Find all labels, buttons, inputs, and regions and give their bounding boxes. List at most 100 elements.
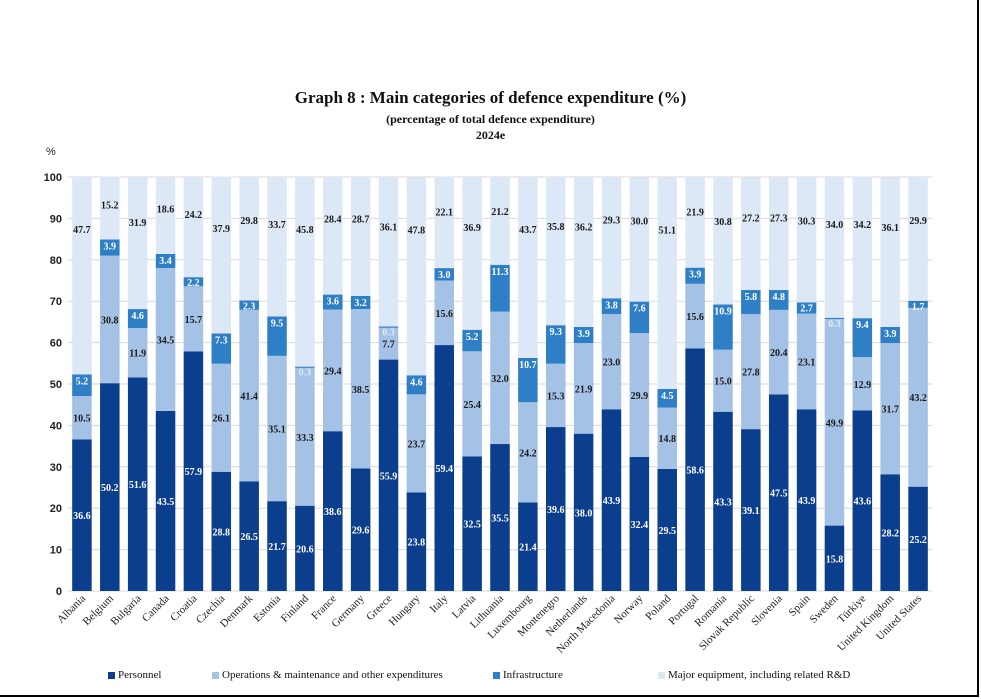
data-label: 27.2 bbox=[742, 214, 760, 225]
bar-segment-personnel bbox=[518, 502, 538, 591]
data-label: 23.7 bbox=[408, 439, 426, 450]
bar-segment-operations-maintenance-and-other-expenditures bbox=[295, 367, 315, 506]
data-label: 59.4 bbox=[436, 464, 454, 475]
bar-segment-personnel bbox=[852, 410, 873, 591]
data-label: 30.3 bbox=[798, 216, 816, 227]
data-label: 0.3 bbox=[382, 327, 395, 338]
x-tick-label: Sweden bbox=[807, 592, 840, 625]
data-label: 34.2 bbox=[854, 220, 872, 231]
bar-segment-major-equipment-including-related-r-d bbox=[350, 177, 371, 296]
data-label: 22.1 bbox=[436, 207, 454, 218]
data-label: 35.1 bbox=[268, 425, 286, 436]
bar-segment-infrastructure bbox=[406, 375, 427, 395]
data-label: 25.4 bbox=[463, 400, 481, 411]
data-label: 10.7 bbox=[519, 360, 537, 371]
bar-segment-operations-maintenance-and-other-expenditures bbox=[100, 255, 120, 384]
data-label: 12.9 bbox=[854, 380, 872, 391]
data-label: 7.7 bbox=[382, 340, 395, 351]
legend: Personnel Operations & maintenance and ot… bbox=[0, 669, 981, 685]
data-label: 36.1 bbox=[380, 222, 398, 233]
y-tick-label: 0 bbox=[56, 586, 62, 598]
bar-segment-operations-maintenance-and-other-expenditures bbox=[434, 280, 455, 346]
bar-segment-major-equipment-including-related-r-d bbox=[295, 177, 315, 367]
bar-segment-personnel bbox=[880, 474, 900, 591]
bar-segment-personnel bbox=[100, 383, 120, 591]
bar-segment-infrastructure bbox=[350, 295, 371, 310]
y-axis-label: % bbox=[46, 146, 56, 158]
data-label: 10.5 bbox=[73, 414, 91, 425]
data-label: 33.7 bbox=[268, 220, 286, 231]
data-label: 3.8 bbox=[605, 300, 618, 311]
data-label: 24.2 bbox=[519, 448, 537, 459]
data-label: 4.5 bbox=[661, 391, 674, 402]
data-label: 32.4 bbox=[631, 520, 649, 531]
data-label: 37.9 bbox=[213, 224, 231, 235]
data-label: 26.5 bbox=[240, 532, 258, 543]
bar-segment-operations-maintenance-and-other-expenditures bbox=[378, 327, 399, 360]
data-label: 0.3 bbox=[299, 368, 312, 379]
bar-segment-operations-maintenance-and-other-expenditures bbox=[127, 328, 148, 378]
bar-segment-infrastructure bbox=[908, 300, 928, 308]
data-label: 2.3 bbox=[243, 301, 256, 312]
bar-segment-operations-maintenance-and-other-expenditures bbox=[406, 394, 427, 493]
bar-segment-personnel bbox=[796, 409, 817, 591]
data-label: 23.8 bbox=[408, 538, 426, 549]
data-label: 20.4 bbox=[770, 348, 788, 359]
bar-segment-operations-maintenance-and-other-expenditures bbox=[462, 351, 482, 457]
bar-segment-major-equipment-including-related-r-d bbox=[880, 177, 900, 327]
data-label: 15.3 bbox=[547, 391, 565, 402]
data-label: 43.2 bbox=[909, 393, 927, 404]
bar-segment-infrastructure bbox=[490, 264, 510, 312]
data-label: 35.5 bbox=[491, 514, 509, 525]
data-label: 28.4 bbox=[324, 214, 342, 225]
x-tick-label: Slovenia bbox=[749, 593, 785, 629]
data-label: 50.2 bbox=[101, 483, 119, 494]
bar-segment-infrastructure bbox=[824, 317, 845, 320]
x-tick-label: Canada bbox=[140, 593, 172, 625]
legend-label: Major equipment, including related R&D bbox=[668, 669, 851, 681]
bar-segment-operations-maintenance-and-other-expenditures bbox=[573, 343, 594, 434]
legend-swatch bbox=[493, 671, 500, 679]
bar-segment-infrastructure bbox=[518, 357, 538, 403]
data-label: 25.2 bbox=[909, 535, 927, 546]
chart-year: 2024e bbox=[475, 128, 506, 142]
data-label: 3.6 bbox=[327, 297, 340, 308]
bar-segment-infrastructure bbox=[462, 329, 482, 352]
data-label: 28.2 bbox=[881, 529, 899, 540]
data-label: 34.0 bbox=[826, 220, 844, 231]
bar-segment-infrastructure bbox=[601, 298, 622, 315]
bar-segment-major-equipment-including-related-r-d bbox=[657, 177, 677, 389]
data-label: 47.5 bbox=[770, 489, 788, 500]
bar-segment-major-equipment-including-related-r-d bbox=[323, 177, 343, 295]
bar-segment-personnel bbox=[406, 492, 427, 591]
data-label: 15.6 bbox=[436, 309, 454, 320]
legend-label: Operations & maintenance and other expen… bbox=[222, 669, 443, 681]
data-label: 21.9 bbox=[575, 384, 593, 395]
data-label: 45.8 bbox=[296, 225, 314, 236]
data-label: 5.2 bbox=[466, 332, 479, 343]
data-label: 4.8 bbox=[772, 292, 785, 303]
chart-title: Graph 8 : Main categories of defence exp… bbox=[294, 88, 687, 107]
bar-segment-infrastructure bbox=[267, 316, 287, 356]
legend-item: Operations & maintenance and other expen… bbox=[212, 669, 443, 681]
data-label: 39.6 bbox=[547, 505, 565, 516]
bar-segment-infrastructure bbox=[657, 388, 677, 408]
data-label: 41.4 bbox=[240, 392, 258, 403]
bar-segment-major-equipment-including-related-r-d bbox=[378, 177, 399, 327]
bar-segment-personnel bbox=[573, 433, 594, 591]
legend-swatch bbox=[212, 671, 219, 679]
x-tick-label: Norway bbox=[612, 592, 646, 626]
bar-segment-major-equipment-including-related-r-d bbox=[908, 177, 928, 301]
bar-segment-operations-maintenance-and-other-expenditures bbox=[518, 402, 538, 503]
bar-segment-infrastructure bbox=[72, 374, 92, 397]
data-label: 4.6 bbox=[131, 311, 144, 322]
bar-segment-infrastructure bbox=[183, 277, 204, 287]
data-label: 3.4 bbox=[159, 256, 172, 267]
bar-segment-operations-maintenance-and-other-expenditures bbox=[657, 407, 677, 469]
data-label: 32.5 bbox=[463, 520, 481, 531]
data-label: 3.0 bbox=[438, 270, 451, 281]
x-tick-label: Finland bbox=[279, 592, 312, 625]
bar-segment-infrastructure bbox=[378, 326, 399, 328]
data-label: 35.8 bbox=[547, 222, 565, 233]
bar-segment-infrastructure bbox=[100, 239, 120, 256]
